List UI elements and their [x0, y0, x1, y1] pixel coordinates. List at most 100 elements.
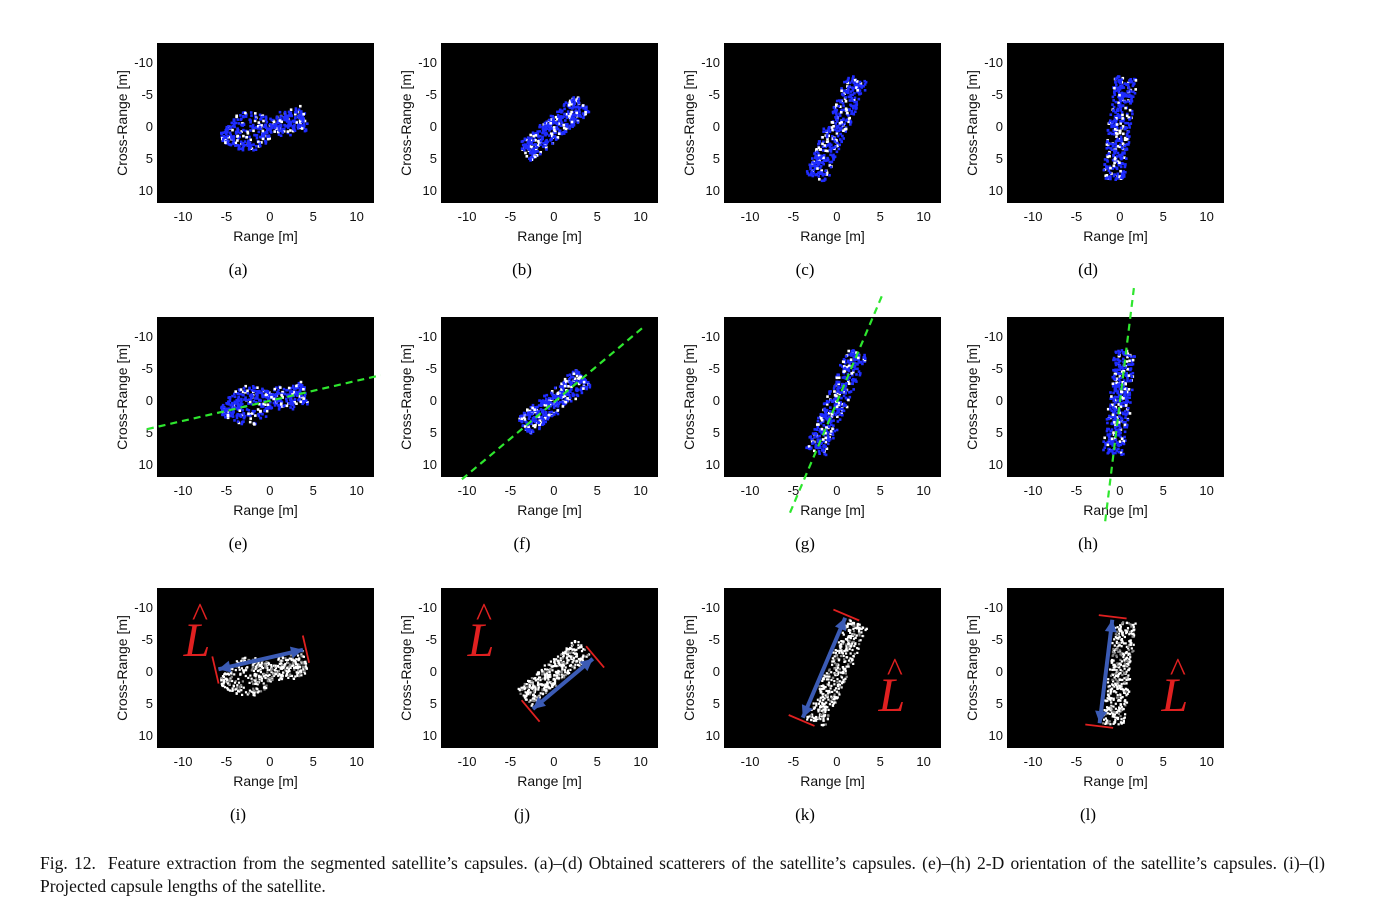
scatterer-point	[1126, 90, 1129, 93]
scatterer-point	[524, 428, 528, 431]
scatterer-point	[1123, 127, 1127, 131]
scatterer-point	[1116, 634, 1119, 637]
scatterer-point	[1116, 416, 1119, 419]
scatterer-point	[269, 401, 272, 404]
scatterer-point	[582, 106, 585, 110]
scatterer-point	[1125, 701, 1129, 704]
scatterer-point	[1106, 140, 1109, 143]
scatterer-point	[571, 110, 575, 114]
scatterer-point	[856, 90, 859, 94]
scatterer-point	[539, 679, 542, 682]
scatterer-point	[834, 122, 837, 125]
scatterer-point	[528, 415, 532, 418]
scatterer-point	[231, 404, 234, 407]
scatterer-point	[1120, 686, 1123, 689]
scatterer-point	[1117, 163, 1121, 167]
scatterer-point	[299, 387, 302, 391]
scatterer-point	[255, 136, 259, 140]
scatterer-point	[562, 660, 565, 663]
scatterer-point	[519, 415, 522, 418]
scatterer-point	[258, 123, 261, 126]
scatterer-point	[246, 130, 249, 134]
scatterer-point	[254, 117, 257, 121]
y-tick-label: -5	[141, 361, 153, 376]
scatterer-point	[537, 681, 540, 684]
scatterer-point	[1119, 696, 1123, 699]
scatterer-point	[833, 403, 837, 406]
scatterer-point	[287, 661, 290, 665]
length-arrowhead	[218, 660, 232, 673]
scatterer-point	[555, 677, 558, 680]
scatterer-point	[1129, 363, 1133, 366]
scatterer-point	[285, 397, 288, 401]
scatterer-point	[557, 119, 561, 123]
scatterer-point	[1116, 155, 1119, 158]
scatterer-point	[523, 143, 527, 146]
scatterer-point	[1112, 647, 1115, 651]
scatterer-point	[815, 704, 818, 707]
scatterer-point	[269, 117, 272, 121]
scatterer-point	[1119, 169, 1122, 173]
scatterer-point	[1107, 439, 1111, 442]
scatterer-point	[1121, 86, 1124, 89]
scatterer-point	[260, 115, 263, 119]
scatterer-point	[842, 633, 845, 636]
scatterer-point	[846, 81, 849, 85]
scatterer-point	[829, 410, 832, 413]
scatterer-point	[574, 106, 578, 109]
scatterer-point	[277, 121, 280, 125]
scatterer-point	[1117, 385, 1121, 388]
scatterer-point	[585, 385, 588, 389]
scatterer-point	[574, 117, 577, 121]
scatterer-point	[575, 387, 578, 390]
scatterer-point	[566, 374, 569, 377]
scatterer-point	[292, 390, 296, 394]
length-bracket	[520, 699, 541, 723]
panel-label: (g)	[795, 534, 815, 553]
scatterer-point	[222, 684, 225, 687]
scatterer-point	[529, 133, 532, 137]
scatterer-point	[249, 414, 252, 417]
scatterer-point	[1124, 439, 1127, 442]
scatterer-point	[831, 663, 834, 666]
scatterer-point	[835, 103, 838, 106]
scatterer-point	[251, 126, 254, 130]
scatterer-point	[1112, 690, 1115, 693]
scatterer-point	[258, 113, 262, 117]
scatterer-point	[853, 645, 856, 648]
scatterer-point	[852, 350, 856, 353]
scatterer-point	[821, 438, 825, 441]
scatterer-point	[811, 161, 814, 164]
scatterer-point	[827, 683, 830, 686]
scatterer-point	[1125, 670, 1128, 673]
scatterer-point	[252, 129, 255, 133]
scatterer-point	[1124, 416, 1127, 419]
scatterer-point	[1125, 148, 1129, 151]
scatterer-point	[265, 660, 268, 664]
x-axis-label: Range [m]	[517, 228, 582, 244]
scatterer-point	[1119, 668, 1122, 672]
scatterer-point	[845, 656, 848, 659]
scatterer-point	[300, 127, 304, 130]
scatterer-point	[267, 135, 271, 138]
scatterer-point	[563, 676, 566, 679]
scatterer-point	[1127, 388, 1131, 391]
scatterer-point	[244, 396, 247, 399]
scatterer-point	[811, 157, 814, 160]
scatterer-point	[281, 390, 284, 394]
scatterer-point	[838, 693, 841, 696]
scatterer-point	[831, 676, 835, 680]
scatterer-point	[568, 671, 571, 674]
scatterer-point	[239, 388, 243, 391]
scatterer-point	[570, 110, 573, 114]
scatterer-point	[842, 402, 846, 406]
scatterer-point	[256, 683, 259, 686]
scatterer-point	[829, 406, 832, 409]
scatterer-point	[523, 685, 526, 688]
scatterer-point	[1130, 375, 1134, 379]
scatterer-point	[833, 693, 836, 696]
scatterer-point	[842, 129, 845, 132]
scatterer-point	[1123, 642, 1126, 645]
scatterer-point	[279, 667, 282, 670]
